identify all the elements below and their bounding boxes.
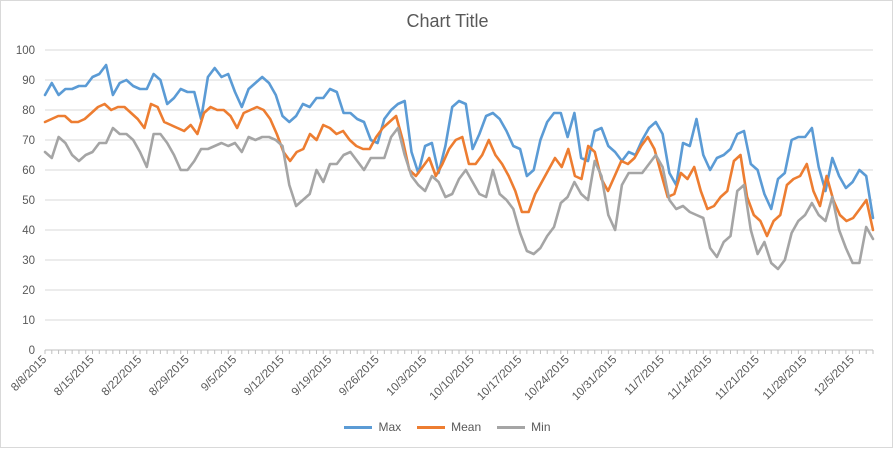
x-tick-label: 10/24/2015 <box>523 354 572 403</box>
y-tick-label: 90 <box>22 75 35 87</box>
legend-item-max: Max <box>344 420 401 434</box>
y-tick-label: 80 <box>22 105 35 117</box>
y-tick-label: 0 <box>29 345 35 357</box>
legend-swatch <box>344 425 373 429</box>
x-tick-label: 9/12/2015 <box>242 354 287 399</box>
legend-label: Max <box>378 420 402 434</box>
x-tick-label: 10/3/2015 <box>385 354 430 399</box>
legend-label: Mean <box>451 420 482 434</box>
x-tick-label: 10/31/2015 <box>570 354 619 403</box>
x-tick-label: 12/5/2015 <box>812 354 857 399</box>
x-tick-label: 11/21/2015 <box>713 354 762 403</box>
legend: Max Mean Min <box>1 420 893 434</box>
legend-item-min: Min <box>497 420 551 434</box>
gridlines <box>45 49 873 321</box>
x-tick-label: 9/5/2015 <box>199 354 239 394</box>
legend-item-mean: Mean <box>417 420 481 434</box>
y-tick-label: 60 <box>22 165 35 177</box>
legend-swatch <box>497 425 526 429</box>
series-line-max <box>43 63 875 220</box>
series-line-min <box>43 126 875 271</box>
series-line-mean <box>43 102 875 238</box>
y-tick-label: 40 <box>22 225 35 237</box>
x-tick-label: 9/19/2015 <box>290 354 335 399</box>
legend-label: Min <box>531 420 551 434</box>
y-tick-label: 100 <box>16 45 35 57</box>
x-tick-label: 8/15/2015 <box>52 354 97 399</box>
chart-title: Chart Title <box>406 11 489 31</box>
y-tick-label: 70 <box>22 135 35 147</box>
y-tick-label: 30 <box>22 255 35 267</box>
x-tick-label: 8/29/2015 <box>147 354 192 399</box>
x-tick-label: 10/10/2015 <box>428 354 477 403</box>
x-tick-label: 8/22/2015 <box>100 354 145 399</box>
x-tick-label: 8/8/2015 <box>9 354 49 394</box>
x-tick-label: 11/7/2015 <box>623 354 667 398</box>
x-tick-label: 9/26/2015 <box>337 354 382 399</box>
series-lines <box>43 63 875 271</box>
legend-swatch <box>417 425 446 429</box>
y-tick-label: 20 <box>22 285 35 297</box>
x-tick-label: 11/28/2015 <box>761 354 810 403</box>
x-tick-label: 11/14/2015 <box>666 354 715 403</box>
y-tick-label: 50 <box>22 195 35 207</box>
axes <box>44 349 874 354</box>
y-tick-label: 10 <box>22 315 35 327</box>
x-tick-label: 10/17/2015 <box>475 354 524 403</box>
